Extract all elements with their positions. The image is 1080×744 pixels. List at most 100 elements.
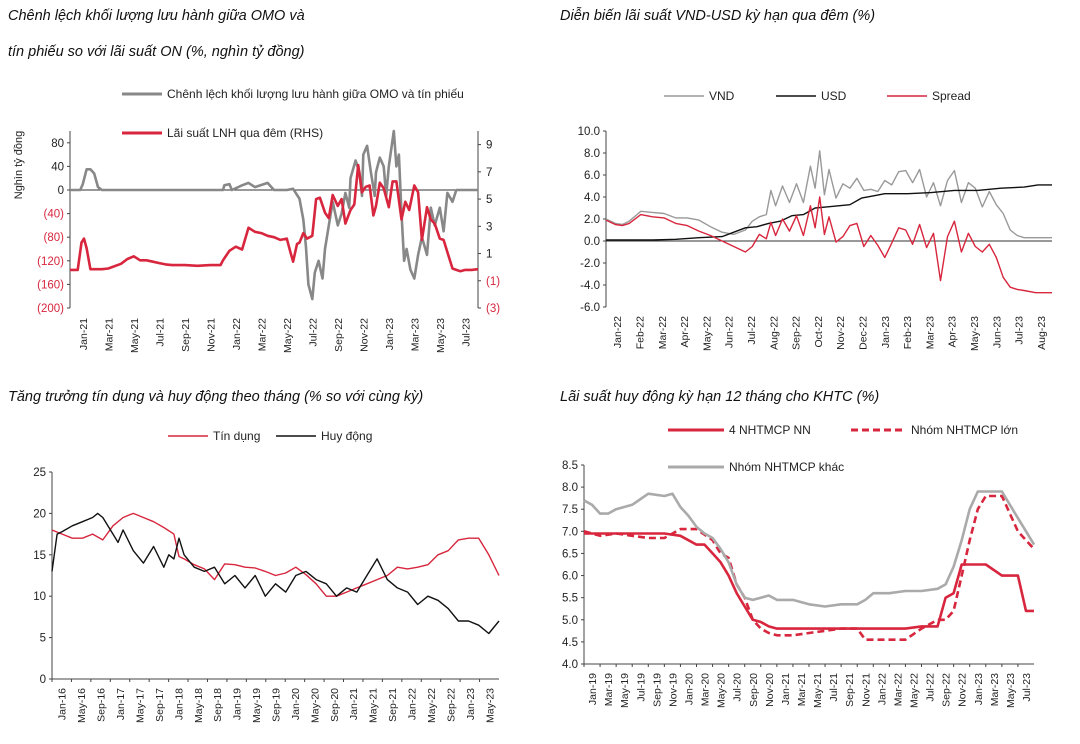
chart3-series-1-line — [51, 512, 500, 597]
chart1-y-tick-label: 80 — [51, 138, 64, 150]
chart4-x-tick-label: Mar-20 — [700, 673, 712, 706]
chart1-y2-tick-label: (3) — [486, 303, 500, 315]
chart2-x-tick-label: Jul-22 — [746, 316, 758, 345]
chart2-x-tick-label: Dec-22 — [858, 316, 870, 350]
chart2-y-tick-label: -2.0 — [580, 258, 600, 270]
chart3-x-tick-label: Sep-18 — [212, 688, 224, 722]
chart4-x-tick-label: May-22 — [909, 673, 921, 708]
chart1-x-tick-label: Sep-22 — [333, 318, 345, 352]
chart1-x-tick-label: Jan-22 — [231, 318, 243, 350]
chart1-y-tick-label: (200) — [37, 303, 64, 315]
chart3-x-tick-label: May-19 — [251, 688, 263, 723]
chart4-x-tick-label: Mar-22 — [892, 673, 904, 706]
chart3-y-tick-label: 15 — [33, 550, 46, 562]
chart1-y2-tick-label: 5 — [486, 194, 492, 206]
chart1-y2-tick-label: 1 — [486, 249, 492, 261]
chart2-series-2-line — [606, 184, 1052, 241]
chart2-y-tick-label: 4.0 — [584, 192, 600, 204]
chart3-legend-label-2: Huy động — [321, 429, 372, 443]
chart4-x-tick-label: Sep-20 — [748, 673, 760, 707]
chart2-y-tick-label: 0.0 — [584, 236, 600, 248]
chart2-x-tick-label: Nov-22 — [835, 316, 847, 350]
chart2-y-tick-label: -4.0 — [580, 280, 600, 292]
chart1-y-tick-label: (120) — [37, 256, 64, 268]
chart3-x-tick-label: Sep-20 — [329, 688, 341, 722]
chart1-x-tick-label: Mar-23 — [409, 318, 421, 351]
chart4-x-tick-label: Jul-20 — [732, 673, 744, 702]
chart1-x-tick-label: Nov-22 — [358, 318, 370, 352]
chart4-y-tick-label: 7.0 — [562, 526, 578, 538]
chart4-y-tick-label: 7.5 — [562, 504, 578, 516]
chart2-y-tick-label: 10.0 — [578, 126, 600, 138]
chart3-x-tick-label: Sep-16 — [96, 688, 108, 722]
chart3-x-tick-label: Sep-19 — [271, 688, 283, 722]
chart4-x-tick-label: Mar-21 — [796, 673, 808, 706]
chart4-x-tick-label: Sep-22 — [941, 673, 953, 707]
chart4-x-tick-label: Jan-19 — [587, 673, 599, 705]
chart2-x-tick-label: Mar-23 — [924, 316, 936, 349]
chart1-x-tick-label: Jan-21 — [78, 318, 90, 350]
chart2-y-tick-label: 2.0 — [584, 214, 600, 226]
chart1-series-1-line — [70, 129, 478, 301]
chart2-x-tick-label: Apr-22 — [679, 316, 691, 348]
chart2-x-tick-label: May-22 — [701, 316, 713, 351]
chart4-x-tick-label: Jan-20 — [684, 673, 696, 705]
chart2-x-tick-label: Jul-23 — [1014, 316, 1026, 345]
chart2-y-tick-label: 8.0 — [584, 148, 600, 160]
chart3-y-tick-label: 20 — [33, 508, 46, 520]
chart2-x-tick-label: Aug-22 — [768, 316, 780, 350]
chart4-x-tick-label: May-19 — [619, 673, 631, 708]
chart1-x-tick-label: Sep-21 — [180, 318, 192, 352]
chart4-y-tick-label: 5.0 — [562, 615, 578, 627]
chart4-series-1-line — [584, 532, 1034, 630]
chart2-x-tick-label: Jun-22 — [724, 316, 736, 348]
chart3-x-tick-label: May-17 — [135, 688, 147, 723]
chart4-title: Lãi suất huy động kỳ hạn 12 tháng cho KH… — [560, 389, 880, 405]
chart1-x-tick-label: Jan-23 — [384, 318, 396, 350]
chart4-y-tick-label: 4.5 — [562, 637, 578, 649]
chart3-x-tick-label: Jan-23 — [465, 688, 477, 720]
chart4-x-tick-label: May-21 — [812, 673, 824, 708]
chart3-x-tick-label: Jan-21 — [348, 688, 360, 720]
chart4-x-tick-label: Jul-22 — [925, 673, 937, 702]
chart1-title-line2: tín phiếu so với lãi suất ON (%, nghìn t… — [8, 44, 305, 60]
chart2-series-3-line — [605, 196, 1052, 294]
chart1-x-tick-label: Jul-21 — [154, 318, 166, 347]
chart4-x-tick-label: Nov-20 — [764, 673, 776, 707]
chart1-y2-tick-label: 3 — [486, 221, 492, 233]
chart3-x-tick-label: Sep-17 — [154, 688, 166, 722]
chart4-x-tick-label: Nov-19 — [667, 673, 679, 707]
chart2-x-tick-label: Apr-23 — [947, 316, 959, 348]
chart1-x-tick-label: May-21 — [129, 318, 141, 353]
chart3-y-tick-label: 0 — [40, 674, 46, 686]
chart4-legend-label-3: Nhóm NHTMCP khác — [729, 460, 844, 474]
chart1-x-tick-label: May-22 — [282, 318, 294, 353]
chart4-x-tick-label: Jul-19 — [635, 673, 647, 702]
chart4-y-tick-label: 8.0 — [562, 482, 578, 494]
chart3-x-tick-label: Sep-21 — [387, 688, 399, 722]
chart4-x-tick-label: Jul-23 — [1021, 673, 1033, 702]
chart4-x-tick-label: Nov-21 — [860, 673, 872, 707]
chart2-x-tick-label: Aug-23 — [1036, 316, 1048, 350]
chart3-x-tick-label: Jan-19 — [232, 688, 244, 720]
chart2-x-tick-label: Sep-22 — [791, 316, 803, 350]
chart1-y-tick-label: (80) — [44, 232, 65, 244]
chart4-x-tick-label: Mar-19 — [603, 673, 615, 706]
chart4-x-tick-label: Nov-22 — [957, 673, 969, 707]
chart4-x-tick-label: Jan-22 — [876, 673, 888, 705]
chart2-title: Diễn biến lãi suất VND-USD kỳ hạn qua đê… — [560, 8, 876, 24]
chart3-x-tick-label: Jan-17 — [115, 688, 127, 720]
chart4-series-3-line — [583, 490, 1036, 608]
chart2-x-tick-label: Feb-22 — [635, 316, 647, 349]
chart3-x-tick-label: Jan-22 — [407, 688, 419, 720]
chart3-x-tick-label: Sep-22 — [445, 688, 457, 722]
chart1-x-tick-label: Mar-21 — [103, 318, 115, 351]
chart4-x-tick-label: Sep-21 — [844, 673, 856, 707]
chart2-x-tick-label: Jan-22 — [612, 316, 624, 348]
chart4-y-tick-label: 6.5 — [562, 548, 578, 560]
chart1-legend-label-1: Chênh lệch khối lượng lưu hành giữa OMO … — [167, 87, 464, 101]
chart1-y-tick-label: (40) — [44, 209, 65, 221]
chart3-y-tick-label: 25 — [33, 467, 46, 479]
chart4-y-tick-label: 4.0 — [562, 659, 578, 671]
